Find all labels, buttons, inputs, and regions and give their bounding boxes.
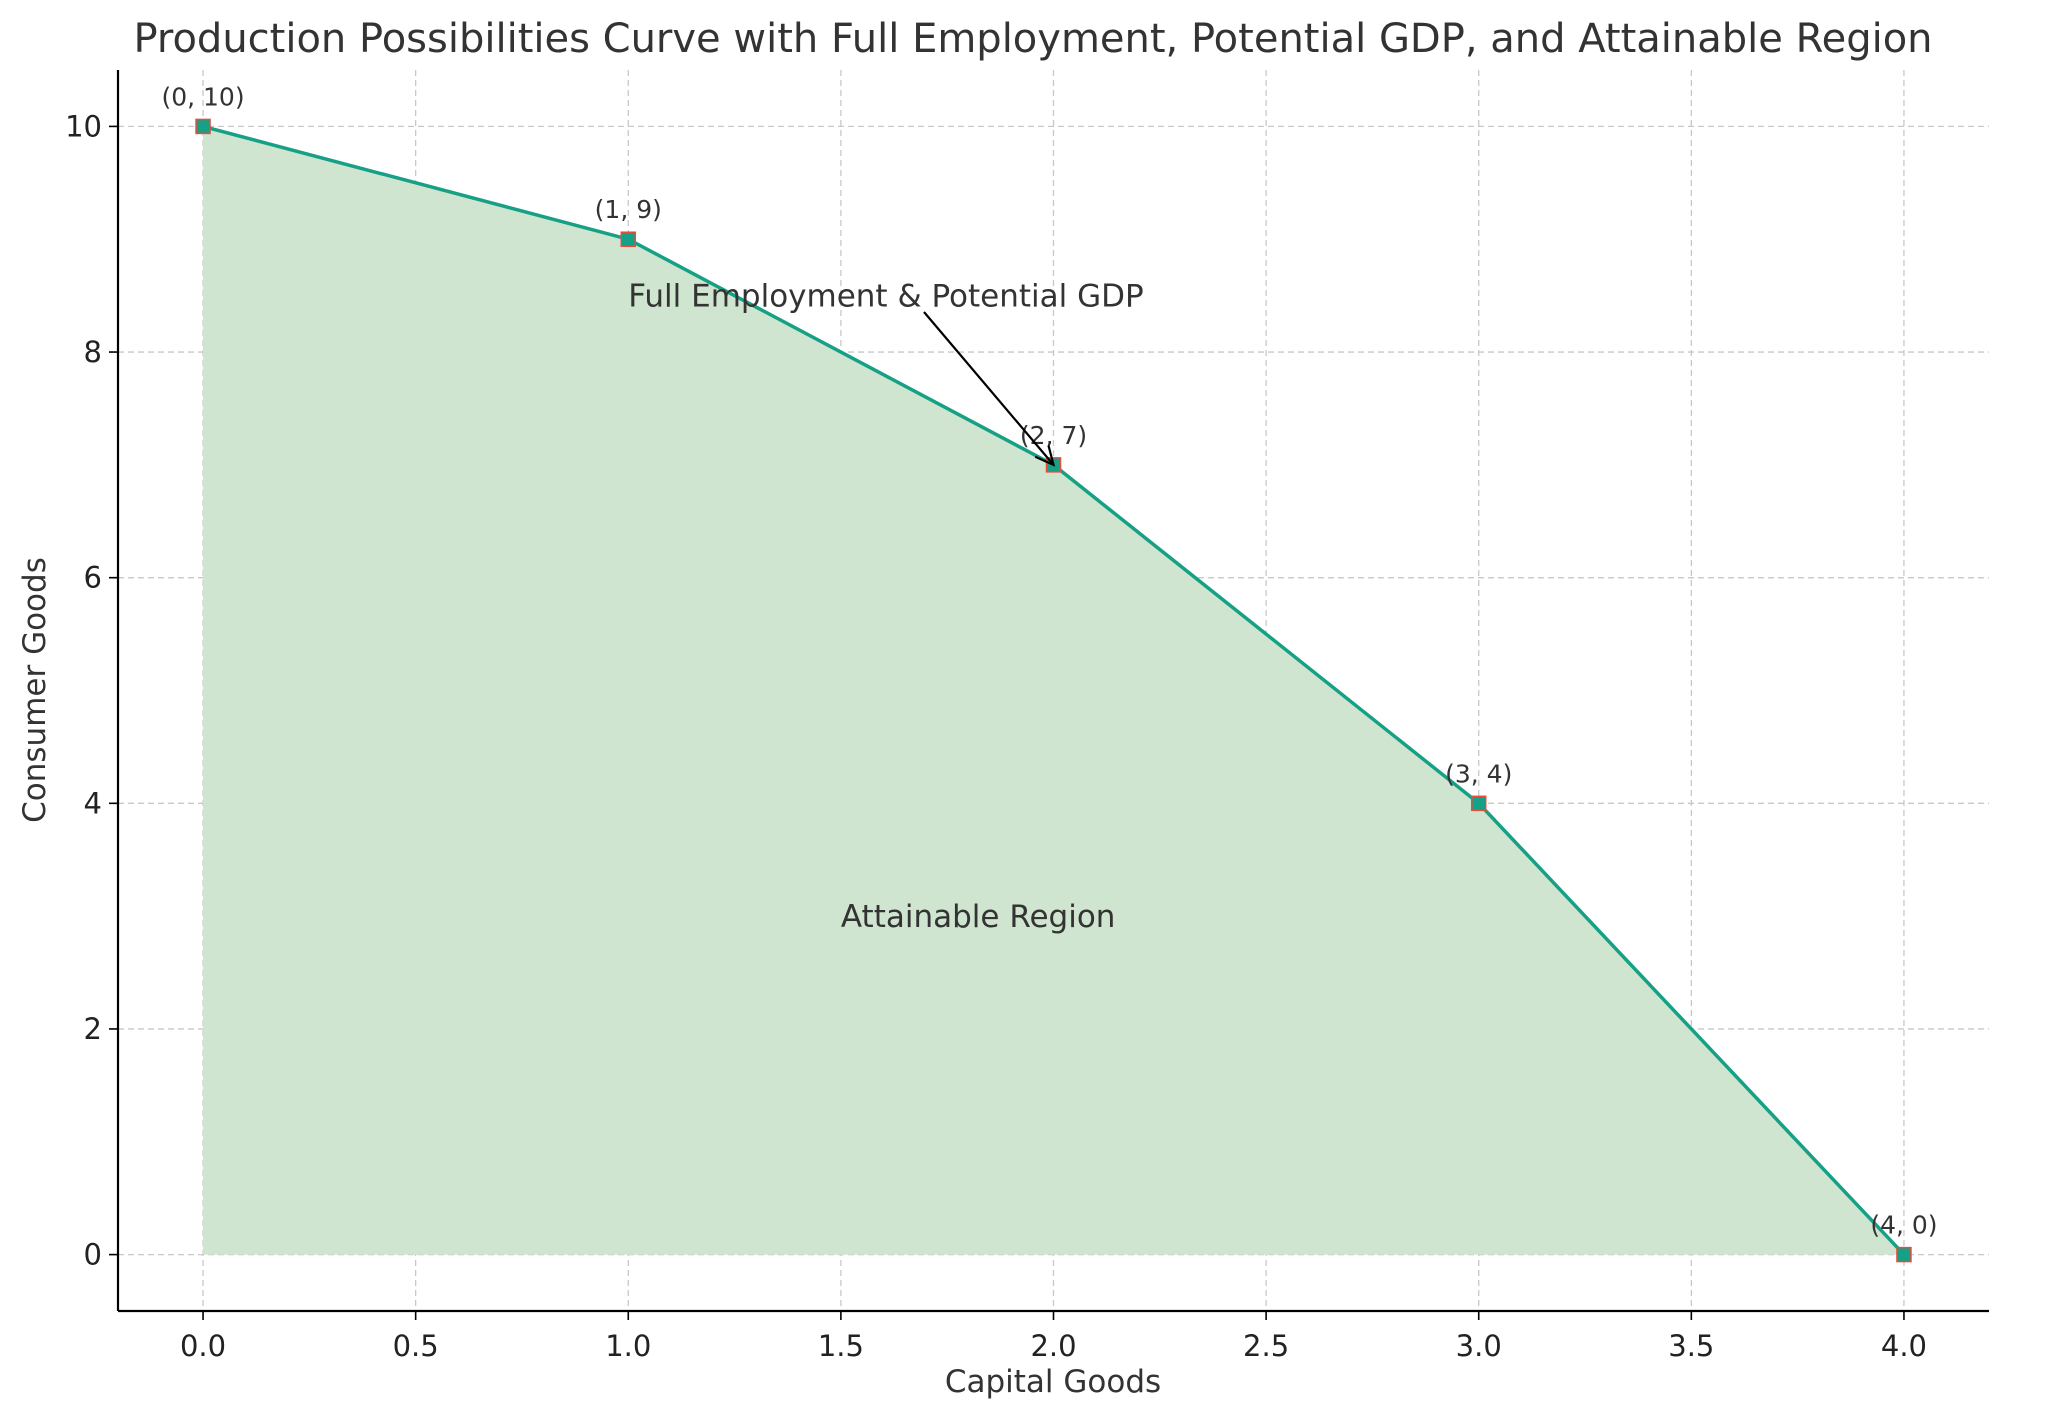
- full-employment-annotation: Full Employment & Potential GDP: [628, 279, 1143, 315]
- y-tick-label: 8: [84, 335, 102, 369]
- attainable-region-fill: [203, 126, 1904, 1255]
- annotation-arrow-head: [1034, 445, 1056, 467]
- y-axis-label: Consumer Goods: [17, 557, 53, 823]
- point-labels: (0, 10) (1, 9) (2, 7) (3, 4) (4, 0): [161, 82, 1937, 1239]
- x-tick-label: 3.0: [1456, 1329, 1502, 1363]
- point-label: (2, 7): [1020, 421, 1087, 450]
- x-tick-label: 1.0: [605, 1329, 651, 1363]
- y-tick-label: 10: [65, 109, 102, 143]
- y-tick-label: 6: [84, 561, 102, 595]
- x-tick-labels: 0.0 0.5 1.0 1.5 2.0 2.5 3.0 3.5 4.0: [180, 1311, 1927, 1363]
- y-tick-label: 4: [84, 786, 102, 820]
- y-tick-label: 0: [84, 1238, 102, 1272]
- x-tick-label: 4.0: [1881, 1329, 1927, 1363]
- x-tick-label: 2.5: [1243, 1329, 1289, 1363]
- point-label: (0, 10): [161, 82, 244, 111]
- y-tick-labels: 0 2 4 6 8 10: [65, 109, 118, 1272]
- data-markers: [195, 118, 1912, 1263]
- x-tick-label: 3.5: [1668, 1329, 1714, 1363]
- point-label: (1, 9): [595, 195, 662, 224]
- data-point-marker: [195, 118, 211, 135]
- x-axis-label: Capital Goods: [945, 1364, 1161, 1400]
- x-tick-label: 2.0: [1030, 1329, 1076, 1363]
- x-tick-label: 1.5: [818, 1329, 864, 1363]
- point-label: (3, 4): [1445, 759, 1512, 788]
- point-label: (4, 0): [1870, 1211, 1937, 1240]
- x-tick-label: 0.5: [393, 1329, 439, 1363]
- attainable-region-label: Attainable Region: [841, 899, 1116, 935]
- annotations: Full Employment & Potential GDP Attainabl…: [628, 279, 1143, 936]
- data-point-marker: [620, 231, 637, 247]
- data-point-marker: [1470, 795, 1487, 812]
- y-tick-label: 2: [84, 1012, 102, 1046]
- data-point-marker: [1896, 1246, 1912, 1263]
- chart-title: Production Possibilities Curve with Full…: [133, 16, 1932, 62]
- annotation-arrow: [923, 311, 1055, 466]
- x-tick-label: 0.0: [180, 1329, 226, 1363]
